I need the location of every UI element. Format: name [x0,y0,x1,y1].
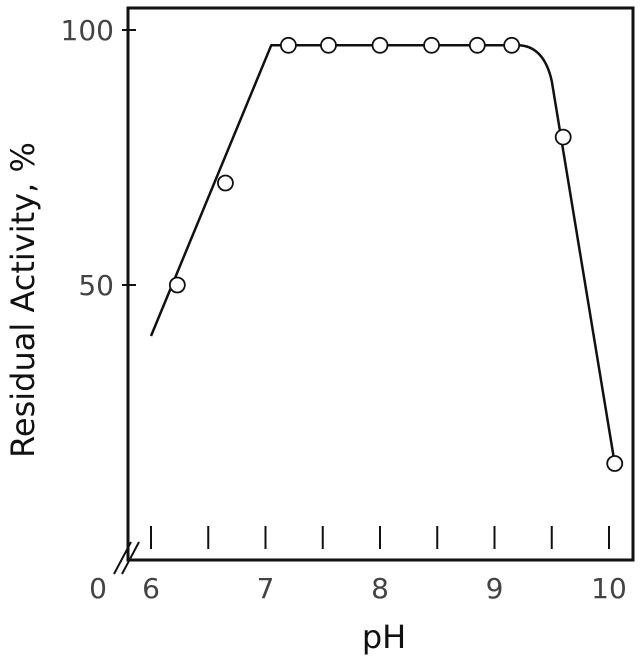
data-point-marker [168,276,186,294]
x-axis-break [113,541,140,575]
y-tick-label: 100 [61,14,114,47]
plot-frame [126,6,635,562]
data-point-marker [606,455,624,472]
x-tick-labels: 6 7 8 9 10 [142,572,627,605]
data-point-marker [217,174,234,192]
x-ticks [150,526,610,549]
data-point-marker [279,36,297,54]
x-tick-label: 9 [486,572,504,605]
y-tick-label: 50 [78,269,114,302]
data-point-marker [554,128,572,146]
data-point-marker [468,36,486,54]
data-point-marker [320,36,337,54]
y-tick-labels: 50 100 [61,14,136,302]
x-tick-label: 7 [257,572,275,605]
data-point-marker [371,36,389,54]
data-markers [168,36,624,472]
data-point-marker [503,36,521,54]
x-tick-label: 10 [591,572,627,605]
x-axis-label: pH [362,618,406,656]
data-point-marker [423,36,440,54]
x-origin-label: 0 [89,572,107,605]
fit-line [149,44,616,464]
x-tick-label: 8 [371,572,389,605]
x-tick-label: 6 [142,572,160,605]
y-axis-label: Residual Activity, % [4,142,42,458]
